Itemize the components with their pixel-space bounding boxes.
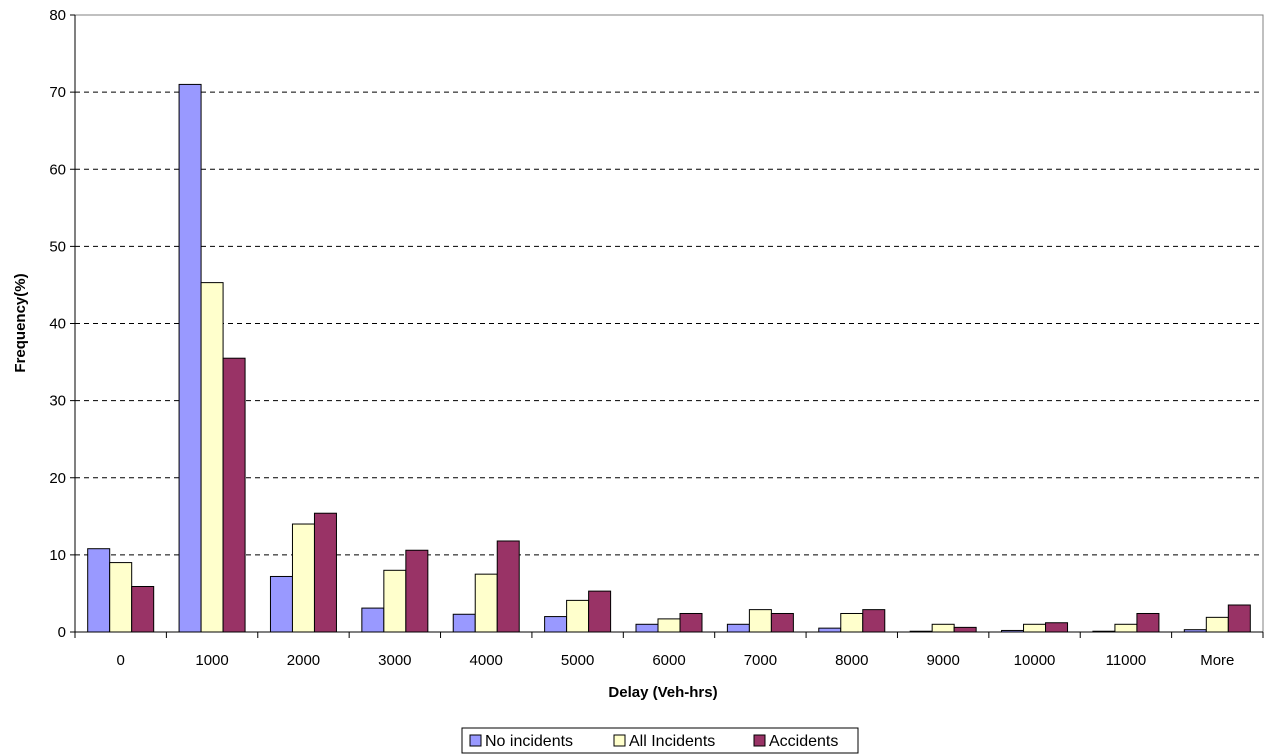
bar-accidents xyxy=(953,626,977,633)
legend-label: All Incidents xyxy=(629,733,715,750)
y-tick-label: 20 xyxy=(49,470,66,487)
bar-accidents xyxy=(679,612,703,633)
legend-swatch xyxy=(613,734,626,747)
bar-no-incidents xyxy=(635,623,659,633)
y-tick-label: 40 xyxy=(49,316,66,333)
gridlines xyxy=(75,91,1263,556)
bar-accidents xyxy=(588,590,612,633)
x-tick-label: 11000 xyxy=(1106,652,1147,669)
y-tick-label: 70 xyxy=(49,84,66,101)
y-tick-label: 30 xyxy=(49,393,66,410)
bar-accidents xyxy=(862,609,886,633)
x-tick-label: More xyxy=(1200,652,1234,669)
x-tick-label: 1000 xyxy=(195,652,228,669)
y-tick-label: 10 xyxy=(49,547,66,564)
bar-accidents xyxy=(131,585,155,633)
bar-all-incidents xyxy=(291,523,315,633)
x-tick-label: 8000 xyxy=(835,652,868,669)
bar-no-incidents xyxy=(544,616,568,633)
legend-swatch xyxy=(753,734,766,747)
bar-accidents xyxy=(1227,604,1251,633)
bar-no-incidents xyxy=(452,613,476,633)
y-axis-title: Frequency(%) xyxy=(12,273,29,372)
axes: 0 10 20 30 40 50 60 70 80 0 1000 2000 3000 4000 5000 60… xyxy=(49,7,1264,669)
x-tick-label: 9000 xyxy=(926,652,959,669)
y-tick-label: 50 xyxy=(49,238,66,255)
bar-no-incidents xyxy=(178,83,202,633)
bar-all-incidents xyxy=(383,569,407,633)
bar-no-incidents xyxy=(818,627,842,633)
bar-accidents xyxy=(1045,622,1069,633)
bar-all-incidents xyxy=(200,282,224,633)
bar-accidents xyxy=(222,357,246,633)
bar-no-incidents xyxy=(87,548,111,633)
bar-all-incidents xyxy=(931,623,955,633)
bar-all-incidents xyxy=(840,612,864,633)
x-tick-label: 6000 xyxy=(652,652,685,669)
bar-all-incidents xyxy=(748,609,772,633)
y-tick-label: 0 xyxy=(58,624,66,641)
y-tick-label: 60 xyxy=(49,161,66,178)
bar-all-incidents xyxy=(566,599,590,633)
bar-accidents xyxy=(313,512,337,633)
legend-label: No incidents xyxy=(485,733,573,750)
bar-no-incidents xyxy=(269,575,293,633)
bar-accidents xyxy=(405,549,429,633)
legend-swatch xyxy=(469,734,482,747)
x-tick-label: 4000 xyxy=(470,652,503,669)
bar-no-incidents xyxy=(726,623,750,633)
x-tick-label: 7000 xyxy=(744,652,777,669)
x-tick-label: 0 xyxy=(117,652,125,669)
bar-accidents xyxy=(496,540,520,633)
bar-all-incidents xyxy=(109,562,133,633)
bar-all-incidents xyxy=(474,573,498,633)
x-tick-label: 3000 xyxy=(378,652,411,669)
x-tick-label: 2000 xyxy=(287,652,320,669)
x-axis-title: Delay (Veh-hrs) xyxy=(608,684,717,701)
bar-all-incidents xyxy=(657,618,681,633)
legend-box xyxy=(461,727,859,754)
bar-accidents xyxy=(1136,612,1160,633)
legend-label: Accidents xyxy=(769,733,838,750)
y-tick-label: 80 xyxy=(49,7,66,24)
bar-all-incidents xyxy=(1205,616,1229,633)
legend: No incidents All Incidents Accidents xyxy=(461,727,859,754)
x-tick-label: 5000 xyxy=(561,652,594,669)
x-tick-label: 10000 xyxy=(1014,652,1056,669)
bar-accidents xyxy=(770,612,794,633)
bar-all-incidents xyxy=(1023,623,1047,633)
bars xyxy=(87,83,1251,633)
bar-no-incidents xyxy=(361,607,385,633)
bar-all-incidents xyxy=(1114,623,1138,633)
